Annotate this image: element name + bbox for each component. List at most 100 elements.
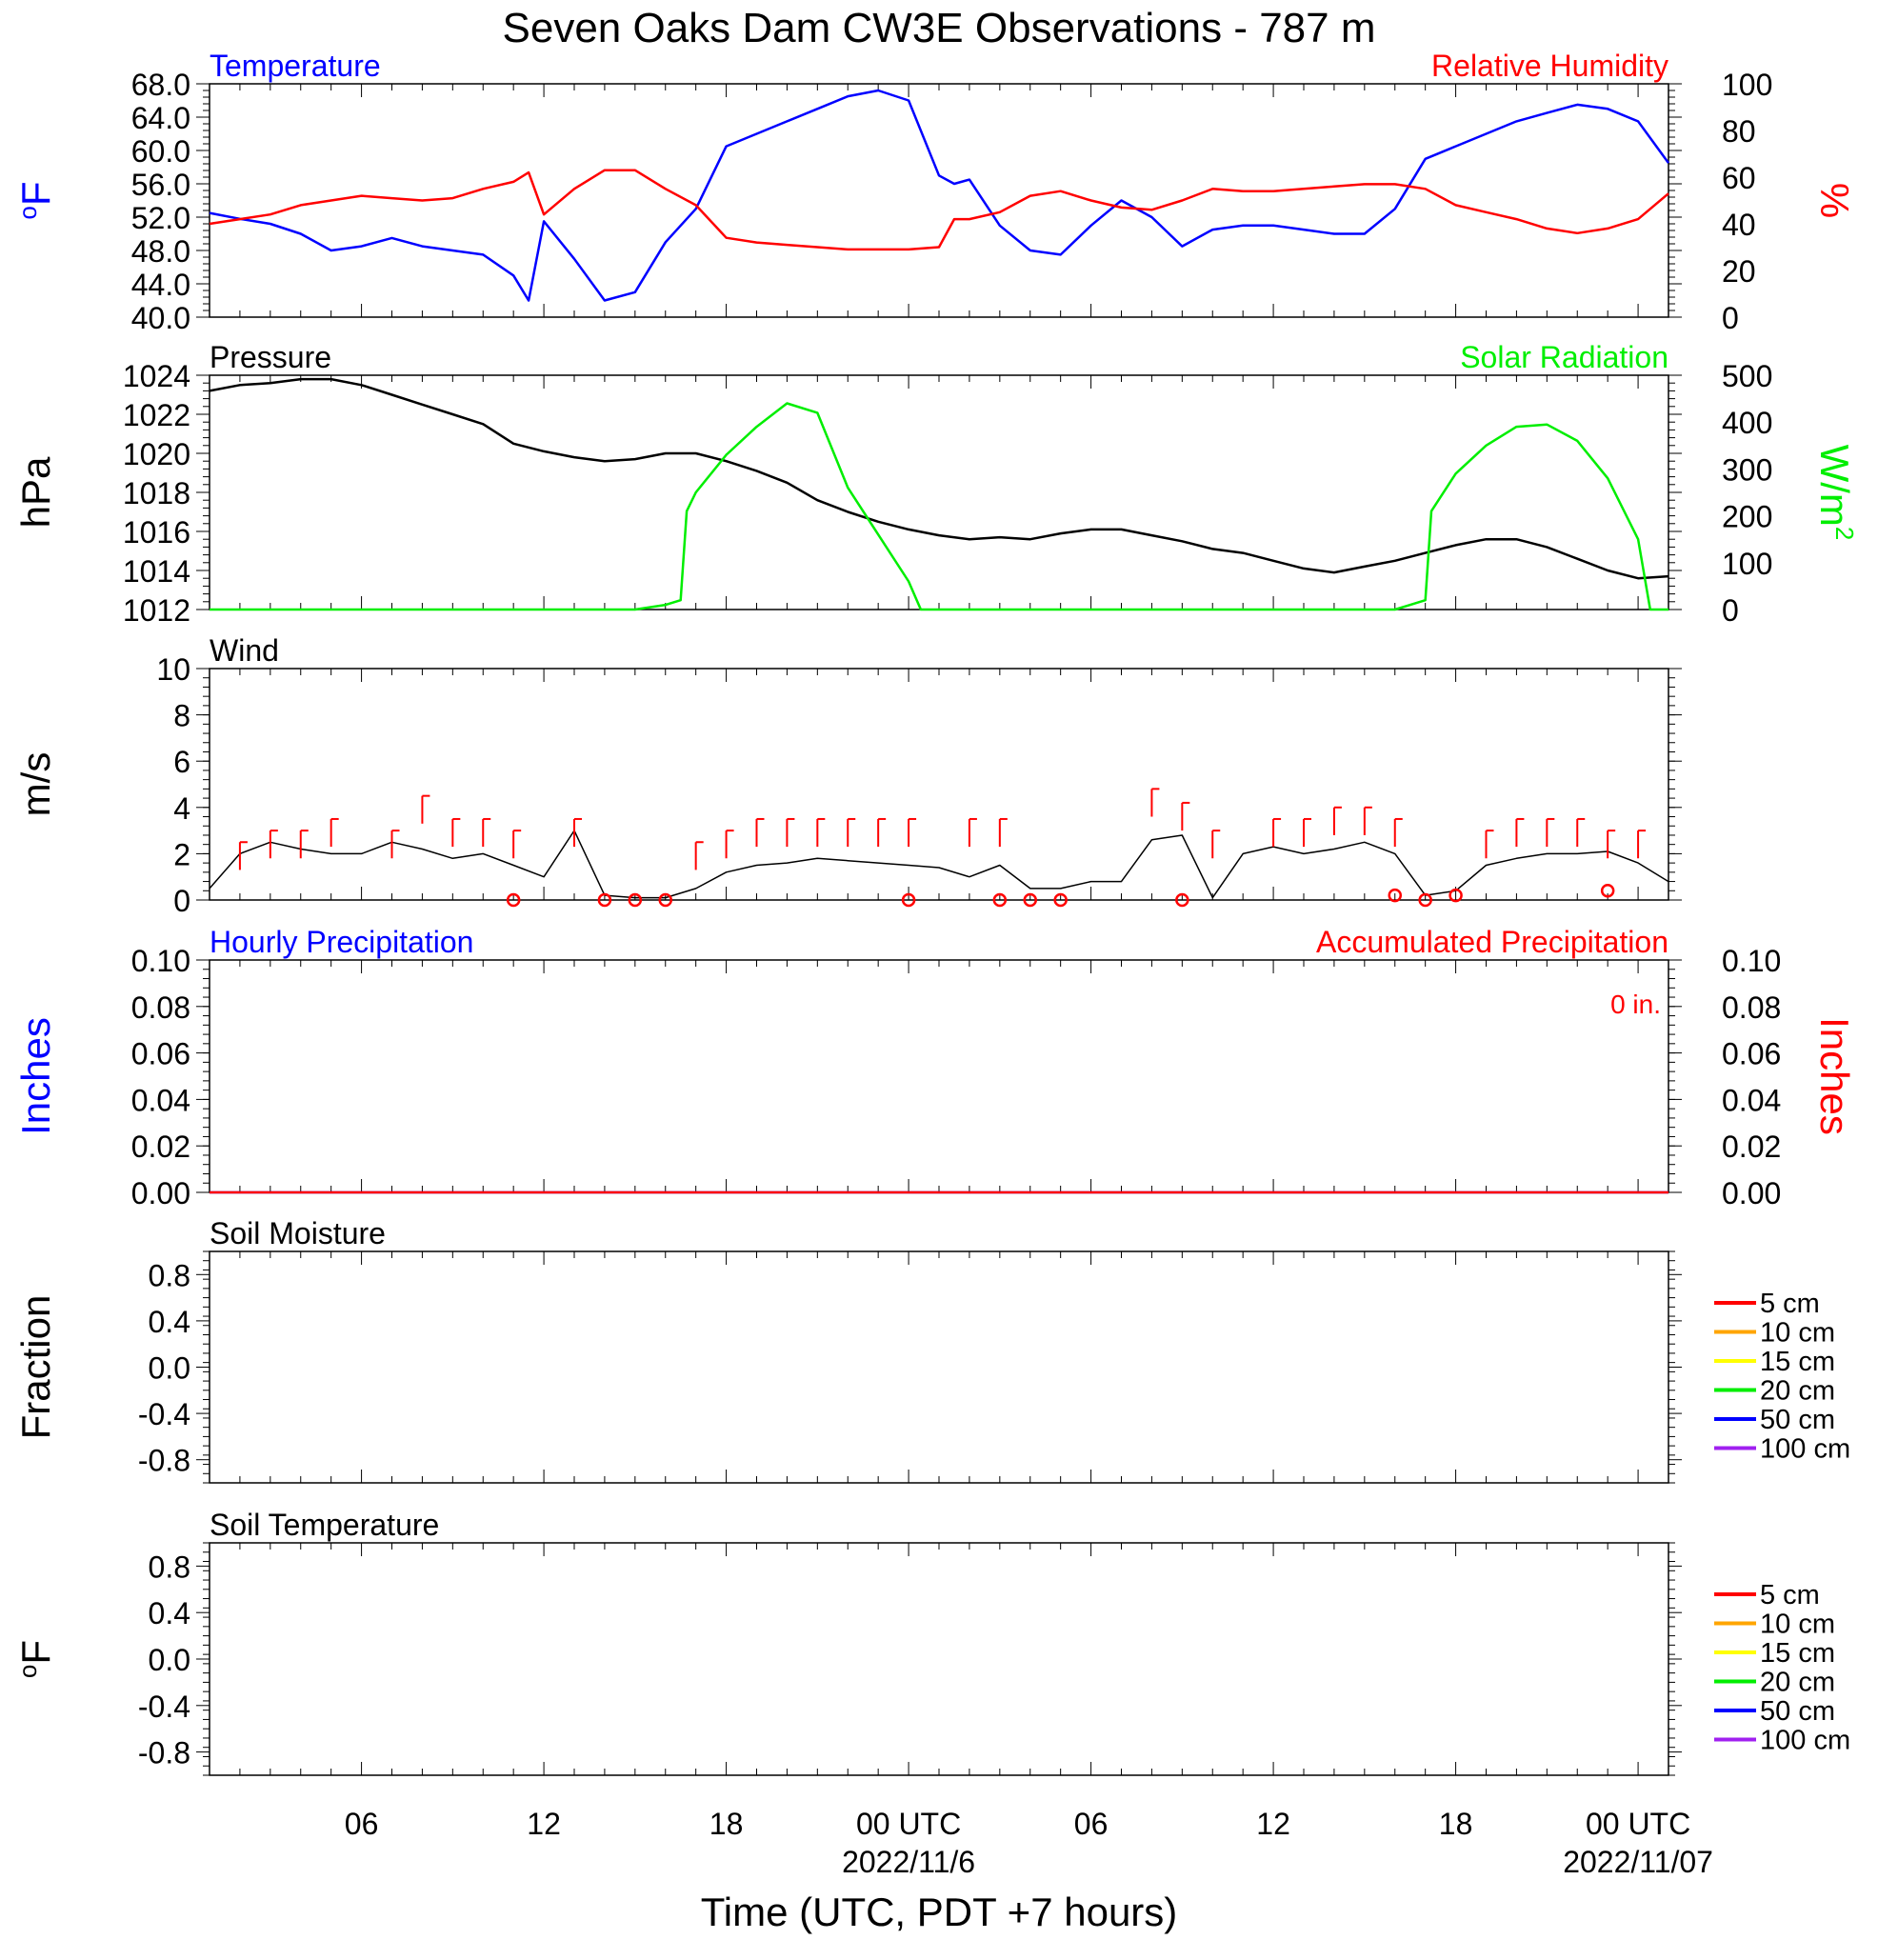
calm-marker bbox=[901, 892, 916, 908]
panel-wind: 0 2 4 6 8 10 Wind m/s bbox=[13, 633, 1682, 918]
y-tick-label-right: 40 bbox=[1722, 208, 1756, 242]
y-tick-label-right: 200 bbox=[1722, 500, 1772, 534]
panel-title-right: Accumulated Precipitation bbox=[1316, 925, 1668, 959]
y-tick-label-right: 80 bbox=[1722, 114, 1756, 149]
y-tick-label-left: 0.10 bbox=[131, 944, 190, 978]
chart-title: Seven Oaks Dam CW3E Observations - 787 m bbox=[503, 5, 1376, 51]
y-tick-label-left: 60.0 bbox=[131, 134, 190, 169]
y-tick-label-left: 56.0 bbox=[131, 168, 190, 202]
y-tick-label-left: 68.0 bbox=[131, 68, 190, 102]
legend-label: 5 cm bbox=[1760, 1289, 1820, 1319]
x-tick-label: 00 UTC bbox=[856, 1807, 961, 1841]
panel-pressure-solar: 1012 1014 1016 1018 1020 1022 1024 0 100 200 300 40… bbox=[13, 340, 1859, 628]
series-wind bbox=[209, 830, 1669, 899]
series-pressure bbox=[209, 377, 1669, 580]
panel-title-left: Wind bbox=[210, 633, 279, 668]
x-tick-label: 00 UTC bbox=[1586, 1807, 1690, 1841]
superscript: 2 bbox=[1830, 527, 1859, 540]
y-axis-label-left: Fraction bbox=[13, 1295, 58, 1440]
y-tick-label-left: 64.0 bbox=[131, 101, 190, 135]
calm-marker bbox=[658, 892, 672, 908]
panel-title-right: Relative Humidity bbox=[1431, 49, 1668, 83]
y-tick-label-right: 0.00 bbox=[1722, 1176, 1781, 1210]
unit-text: W/m bbox=[1812, 445, 1857, 527]
unit-text: F bbox=[13, 1640, 58, 1665]
y-axis-label-right: W/m2 bbox=[1812, 445, 1859, 541]
legend-label: 10 cm bbox=[1760, 1318, 1835, 1349]
y-axis-label-left: hPa bbox=[13, 456, 58, 528]
y-tick-label-left: 0.00 bbox=[131, 1176, 190, 1210]
x-date-label: 2022/11/6 bbox=[842, 1845, 975, 1879]
y-tick-label-left: 10 bbox=[156, 652, 190, 687]
y-tick-label-left: 48.0 bbox=[131, 234, 190, 269]
y-tick-label-left: 52.0 bbox=[131, 201, 190, 235]
y-tick-label-right: 0 bbox=[1722, 301, 1739, 335]
y-tick-label-right: 100 bbox=[1722, 68, 1772, 102]
y-tick-label-left: 6 bbox=[173, 745, 190, 779]
panel-frame bbox=[209, 1542, 1669, 1776]
x-tick-label: 12 bbox=[1256, 1807, 1290, 1841]
y-tick-label-left: 2 bbox=[173, 837, 190, 871]
legend-label: 100 cm bbox=[1760, 1726, 1850, 1756]
y-tick-label-left: 0.04 bbox=[131, 1083, 190, 1117]
legend-label: 20 cm bbox=[1760, 1376, 1835, 1407]
panel-frame bbox=[209, 668, 1669, 901]
degree-sign: o bbox=[13, 1665, 42, 1678]
y-tick-label-right: 0.06 bbox=[1722, 1037, 1781, 1071]
y-tick-label-left: 0.4 bbox=[149, 1305, 190, 1339]
y-tick-label-right: 60 bbox=[1722, 161, 1756, 195]
y-tick-label-right: 0.04 bbox=[1722, 1083, 1781, 1117]
x-tick-label: 12 bbox=[527, 1807, 561, 1841]
panel-title-left: Soil Temperature bbox=[210, 1508, 439, 1542]
unit-text: F bbox=[13, 181, 58, 206]
x-tick-label: 18 bbox=[1439, 1807, 1473, 1841]
series-relative-humidity bbox=[209, 169, 1669, 251]
series-solar-radiation bbox=[210, 402, 1668, 611]
y-tick-label-left: 40.0 bbox=[131, 301, 190, 335]
y-tick-label-left: -0.4 bbox=[138, 1690, 190, 1724]
calm-marker bbox=[1388, 888, 1402, 903]
y-tick-label-left: -0.8 bbox=[138, 1736, 190, 1770]
y-tick-label-left: -0.4 bbox=[138, 1397, 190, 1431]
y-tick-label-left: 44.0 bbox=[131, 268, 190, 302]
y-tick-label-left: 0.08 bbox=[131, 990, 190, 1025]
legend-label: 15 cm bbox=[1760, 1347, 1835, 1377]
y-axis-label-left: oF bbox=[13, 181, 58, 219]
y-axis-label-right: Inches bbox=[1812, 1017, 1857, 1135]
y-tick-label-right: 0.10 bbox=[1722, 944, 1781, 978]
y-tick-label-right: 300 bbox=[1722, 452, 1772, 487]
y-tick-label-left: 0.8 bbox=[149, 1258, 190, 1292]
panel-title-left: Temperature bbox=[210, 49, 381, 83]
calm-marker bbox=[597, 892, 612, 908]
calm-marker bbox=[1448, 888, 1463, 903]
y-tick-label-left: 0.8 bbox=[149, 1550, 190, 1584]
panel-frame bbox=[209, 374, 1669, 610]
x-tick-label: 06 bbox=[345, 1807, 379, 1841]
y-tick-label-right: 100 bbox=[1722, 547, 1772, 581]
legend-label: 100 cm bbox=[1760, 1434, 1850, 1465]
y-axis-label-left: Inches bbox=[13, 1017, 58, 1135]
y-axis-label-left: oF bbox=[13, 1640, 58, 1678]
panel-soil-moisture: -0.8 -0.4 0.0 0.4 0.8 Soil Moisture Fraction 5 … bbox=[13, 1216, 1850, 1484]
y-tick-label-left: 1014 bbox=[123, 554, 190, 589]
x-axis-label: Time (UTC, PDT +7 hours) bbox=[701, 1890, 1178, 1934]
panel-title-left: Pressure bbox=[210, 340, 331, 374]
y-tick-label-left: 1016 bbox=[123, 515, 190, 550]
y-tick-label-left: 1022 bbox=[123, 398, 190, 432]
y-tick-label-left: -0.8 bbox=[138, 1444, 190, 1478]
degree-sign: o bbox=[13, 206, 42, 219]
calm-marker bbox=[506, 892, 521, 908]
y-tick-label-left: 1020 bbox=[123, 437, 190, 471]
calm-marker bbox=[1175, 892, 1189, 908]
y-tick-label-left: 8 bbox=[173, 699, 190, 733]
y-tick-label-right: 0.02 bbox=[1722, 1130, 1781, 1164]
legend-label: 50 cm bbox=[1760, 1405, 1835, 1435]
calm-marker bbox=[1023, 892, 1037, 908]
panel-frame bbox=[209, 1250, 1669, 1484]
y-tick-label-right: 0 bbox=[1722, 593, 1739, 628]
y-tick-label-left: 0.0 bbox=[149, 1643, 190, 1677]
legend-label: 15 cm bbox=[1760, 1638, 1835, 1669]
accumulation-annotation: 0 in. bbox=[1610, 990, 1661, 1019]
